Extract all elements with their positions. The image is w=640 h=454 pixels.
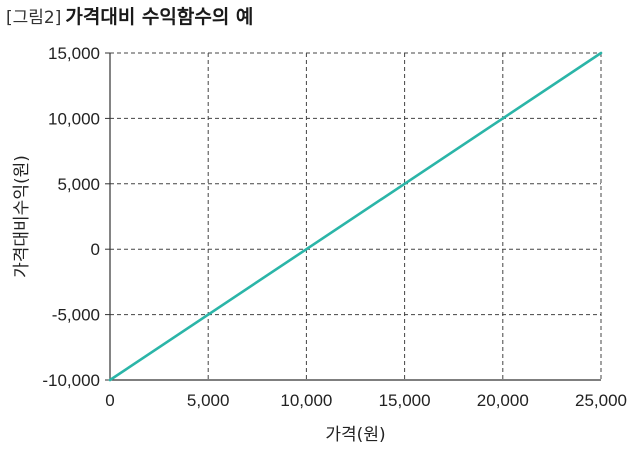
x-tick-labels: 0 5,000 10,000 15,000 20,000 25,000 xyxy=(105,391,627,410)
y-tick-label: 5,000 xyxy=(57,175,100,194)
figure-label: [그림2] xyxy=(6,8,62,28)
series-lines xyxy=(108,51,603,382)
y-tick-label: -5,000 xyxy=(52,306,100,325)
y-tick-label: 15,000 xyxy=(48,44,100,63)
grid-lines xyxy=(110,52,602,380)
series-line xyxy=(108,51,603,382)
x-tick-label: 10,000 xyxy=(280,391,332,410)
x-tick-label: 25,000 xyxy=(575,391,627,410)
chart-title: 가격대비 수익함수의 예 xyxy=(65,6,254,28)
x-tick-label: 0 xyxy=(105,391,114,410)
y-tick-label: 0 xyxy=(91,240,100,259)
x-tick-label: 5,000 xyxy=(187,391,230,410)
x-tick-label: 20,000 xyxy=(477,391,529,410)
y-tick-label: 10,000 xyxy=(48,109,100,128)
x-axis-title: 가격(원) xyxy=(325,425,385,445)
x-tick-label: 15,000 xyxy=(379,391,431,410)
figure-header: [그림2] 가격대비 수익함수의 예 xyxy=(6,2,253,32)
y-tick-labels: -10,000 -5,000 0 5,000 10,000 15,000 xyxy=(42,44,100,390)
y-tick-label: -10,000 xyxy=(42,371,100,390)
y-axis-title: 가격대비수익(원) xyxy=(12,155,32,278)
